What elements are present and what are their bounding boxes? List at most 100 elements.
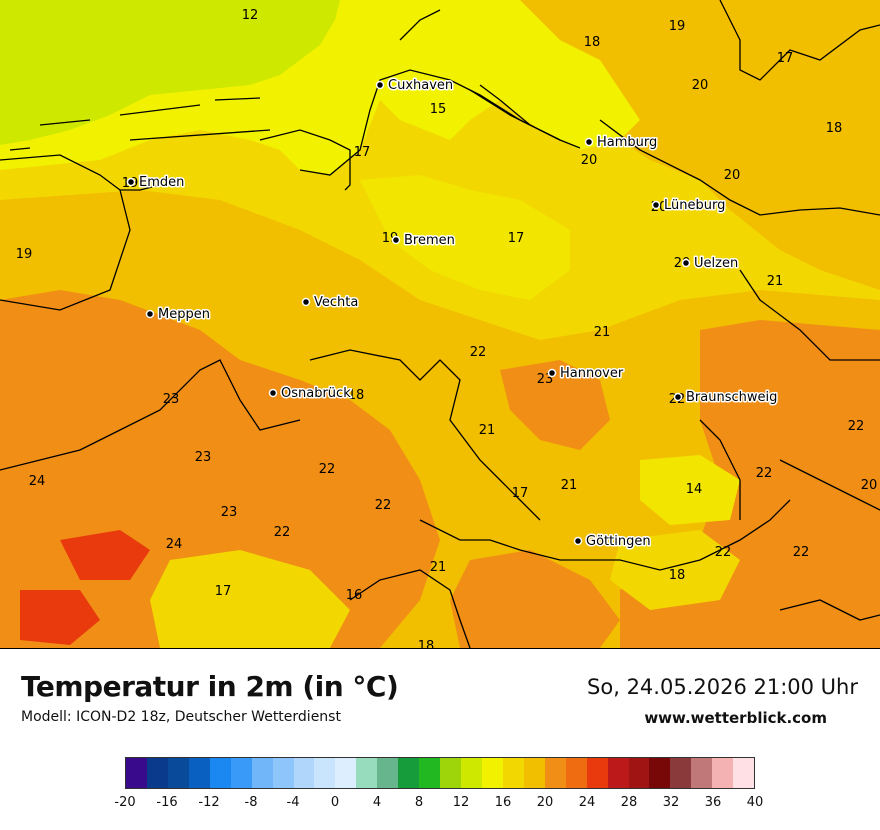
city-label: Bremen bbox=[404, 233, 455, 248]
temperature-value-label: 22 bbox=[793, 545, 810, 560]
border-state-southeast bbox=[699, 419, 880, 520]
city-dot bbox=[301, 297, 311, 307]
temperature-value-label: 22 bbox=[756, 466, 773, 481]
legend-swatch bbox=[272, 758, 294, 788]
legend-swatch bbox=[523, 758, 545, 788]
model-info: Modell: ICON-D2 18z, Deutscher Wetterdie… bbox=[21, 709, 341, 725]
legend-tick-label: -16 bbox=[156, 795, 178, 810]
city-dot bbox=[651, 200, 661, 210]
legend-tick-label: 4 bbox=[372, 795, 382, 810]
legend-swatch bbox=[481, 758, 503, 788]
temperature-value-label: 12 bbox=[242, 8, 259, 23]
legend-swatch bbox=[628, 758, 650, 788]
city-dot bbox=[375, 80, 385, 90]
temperature-value-label: 17 bbox=[215, 584, 232, 599]
temperature-value-label: 24 bbox=[29, 474, 46, 489]
border-state-north bbox=[599, 119, 880, 216]
border-state-center bbox=[309, 349, 541, 521]
temperature-value-label: 17 bbox=[512, 486, 529, 501]
temperature-value-label: 22 bbox=[274, 525, 291, 540]
city-lneburg: Lüneburg bbox=[651, 197, 727, 215]
temperature-value-label: 23 bbox=[163, 392, 180, 407]
city-label: Braunschweig bbox=[686, 390, 777, 405]
legend-tick-label: 32 bbox=[662, 795, 680, 810]
temperature-value-label: 17 bbox=[777, 51, 794, 66]
legend-tick-label: -4 bbox=[286, 795, 300, 810]
temperature-value-label: 20 bbox=[861, 478, 878, 493]
legend-tick-label: 36 bbox=[704, 795, 722, 810]
city-uelzen: Uelzen bbox=[681, 255, 740, 273]
legend-swatch bbox=[607, 758, 629, 788]
temperature-value-label: 15 bbox=[430, 102, 447, 117]
city-vechta: Vechta bbox=[301, 294, 360, 312]
legend-swatch bbox=[670, 758, 692, 788]
border-state-south bbox=[419, 499, 791, 571]
city-label: Meppen bbox=[158, 307, 210, 322]
temperature-value-label: 17 bbox=[354, 145, 371, 160]
temperature-value-label: 18 bbox=[669, 568, 686, 583]
legend-swatch bbox=[314, 758, 336, 788]
legend-swatch bbox=[461, 758, 482, 788]
legend-swatch bbox=[188, 758, 210, 788]
legend-swatch bbox=[691, 758, 713, 788]
city-label: Uelzen bbox=[694, 256, 738, 271]
temperature-value-label: 20 bbox=[724, 168, 741, 183]
legend-tick-label: -8 bbox=[244, 795, 258, 810]
city-markers: Cuxhaven Hamburg Emden Lüneburg Bremen Uelzen… bbox=[126, 77, 779, 551]
legend-swatch bbox=[419, 758, 441, 788]
temperature-value-label: 22 bbox=[470, 345, 487, 360]
city-dot bbox=[573, 536, 583, 546]
temperature-value-label: 21 bbox=[594, 325, 611, 340]
city-braunschweig: Braunschweig bbox=[673, 389, 779, 407]
legend-swatch bbox=[209, 758, 231, 788]
city-label: Lüneburg bbox=[664, 198, 725, 213]
legend-swatch bbox=[649, 758, 671, 788]
border-state-ne bbox=[719, 0, 880, 81]
city-label: Hannover bbox=[560, 366, 624, 381]
legend-swatch bbox=[398, 758, 420, 788]
legend-swatch bbox=[377, 758, 399, 788]
temperature-value-label: 17 bbox=[508, 231, 525, 246]
temperature-zone-18-south bbox=[610, 530, 740, 610]
city-hannover: Hannover bbox=[547, 365, 625, 383]
forecast-datetime: So, 24.05.2026 21:00 Uhr bbox=[587, 675, 858, 699]
website-link[interactable]: www.wetterblick.com bbox=[644, 709, 827, 727]
city-label: Osnabrück bbox=[281, 386, 351, 401]
temperature-value-label: 18 bbox=[826, 121, 843, 136]
legend-tick-label: 28 bbox=[620, 795, 638, 810]
temperature-value-label: 22 bbox=[715, 545, 732, 560]
city-dot bbox=[547, 368, 557, 378]
temperature-zone-17-south bbox=[150, 550, 350, 648]
legend-swatch bbox=[565, 758, 587, 788]
temperature-value-label: 21 bbox=[430, 560, 447, 575]
temperature-value-label: 16 bbox=[346, 588, 363, 603]
legend-tick-label: 0 bbox=[330, 795, 340, 810]
legend-ticks: -20 -16 -12 -8 -4 0 4 8 12 16 20 24 28 32 36 40 bbox=[114, 795, 763, 813]
temperature-value-label: 23 bbox=[195, 450, 212, 465]
border-state-east bbox=[739, 269, 880, 361]
legend-tick-label: 24 bbox=[578, 795, 596, 810]
legend-swatch bbox=[356, 758, 378, 788]
legend-swatch bbox=[440, 758, 461, 788]
city-meppen: Meppen bbox=[145, 306, 211, 324]
temperature-zone-14 bbox=[640, 455, 740, 525]
city-label: Vechta bbox=[314, 295, 358, 310]
city-dot bbox=[145, 309, 155, 319]
temperature-zone-12 bbox=[0, 0, 340, 145]
city-label: Göttingen bbox=[586, 534, 651, 549]
temperature-value-label: 23 bbox=[221, 505, 238, 520]
city-label: Hamburg bbox=[597, 135, 657, 150]
temperature-zone-24 bbox=[60, 530, 150, 580]
legend-swatch bbox=[167, 758, 189, 788]
legend-swatch bbox=[293, 758, 315, 788]
legend-tick-label: 20 bbox=[536, 795, 554, 810]
city-label: Emden bbox=[139, 175, 184, 190]
city-gttingen: Göttingen bbox=[573, 533, 652, 551]
legend-tick-label: 12 bbox=[452, 795, 470, 810]
city-label: Cuxhaven bbox=[388, 78, 453, 93]
temperature-map: 1218191720181517202019192017192120212223… bbox=[0, 0, 880, 649]
temperature-value-label: 22 bbox=[375, 498, 392, 513]
city-dot bbox=[268, 388, 278, 398]
map-canvas: 1218191720181517202019192017192120212223… bbox=[0, 0, 880, 648]
city-dot bbox=[673, 392, 683, 402]
